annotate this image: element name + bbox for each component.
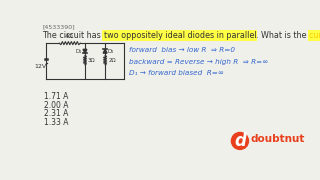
Text: 1.71 A: 1.71 A (44, 93, 68, 102)
Text: two oppositely ideal diodes in parallel: two oppositely ideal diodes in parallel (104, 31, 256, 40)
Text: 1.33 A: 1.33 A (44, 118, 68, 127)
Text: D₁ → forward biased  R=∞: D₁ → forward biased R=∞ (129, 70, 224, 76)
Text: The circuit has: The circuit has (42, 31, 104, 40)
Circle shape (231, 132, 248, 149)
Text: 2.00 A: 2.00 A (44, 101, 68, 110)
Text: d: d (234, 132, 246, 150)
Text: D₁: D₁ (76, 49, 82, 54)
Text: 2Ω: 2Ω (108, 58, 116, 63)
Text: current flowing in the circuit: current flowing in the circuit (309, 31, 320, 40)
Polygon shape (83, 49, 87, 53)
Text: 2.31 A: 2.31 A (44, 109, 68, 118)
Text: doubtnut: doubtnut (251, 134, 305, 144)
Text: backward = Reverse → high R  ⇒ R=∞: backward = Reverse → high R ⇒ R=∞ (129, 58, 268, 65)
Text: 12V: 12V (35, 64, 47, 69)
Text: D₂: D₂ (108, 49, 114, 54)
Text: 3Ω: 3Ω (88, 58, 96, 63)
Text: [4533390]: [4533390] (42, 24, 75, 29)
Polygon shape (103, 49, 107, 53)
Text: 4Ω: 4Ω (65, 34, 74, 39)
Text: . What is the: . What is the (256, 31, 309, 40)
Text: forward  bias → low R  ⇒ R=0: forward bias → low R ⇒ R=0 (129, 47, 235, 53)
